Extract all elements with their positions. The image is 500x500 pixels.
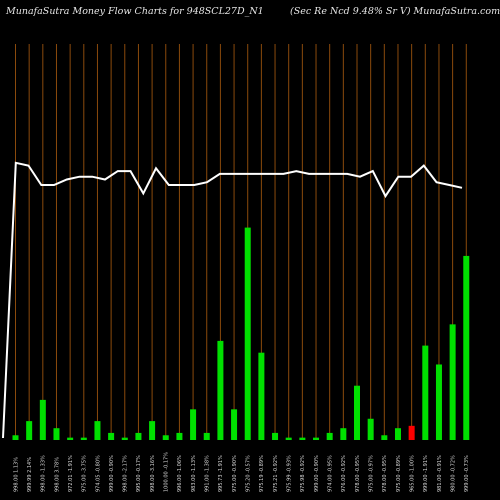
x-tick-label: 995.00 -0.17%	[136, 455, 142, 492]
x-tick-label: 991.00 -1.38%	[205, 455, 211, 492]
x-tick-label: 965.00 -1.00%	[409, 455, 415, 492]
money-flow-bar	[449, 324, 456, 440]
money-flow-bar	[258, 352, 265, 440]
money-flow-bar	[121, 437, 128, 440]
x-tick-label: 972.01 -1.91%	[68, 455, 74, 492]
money-flow-bar	[176, 432, 183, 440]
money-flow-bar	[326, 432, 333, 440]
chart-title: MunafaSutra Money Flow Charts for 948SCL…	[6, 6, 264, 17]
money-flow-bar	[285, 437, 292, 440]
x-tick-label: 975.20 -0.57%	[246, 455, 252, 492]
money-flow-bar	[340, 428, 347, 440]
money-flow-bar	[422, 345, 429, 440]
x-tick-label: 998.00 -3.16%	[150, 455, 156, 492]
money-flow-bar	[367, 418, 374, 440]
x-tick-label: 975.98 -0.92%	[300, 455, 306, 492]
money-flow-bar	[149, 421, 156, 440]
money-flow-bar	[26, 421, 33, 440]
x-tick-label: 998.00 -2.17%	[123, 455, 129, 492]
money-flow-bar	[162, 435, 169, 440]
x-tick-label: 995.73 -1.91%	[218, 455, 224, 492]
money-flow-bar	[244, 227, 251, 440]
x-tick-label: 975.00 -0.97%	[368, 455, 374, 492]
money-flow-bar	[80, 437, 87, 440]
x-tick-label: 999.99 2.14%	[27, 457, 33, 492]
x-tick-label: 981.00 -0.91%	[437, 455, 443, 492]
x-tick-label: 999.00 -0.73%	[464, 455, 470, 492]
money-flow-bar	[354, 385, 360, 440]
money-flow-bar	[217, 340, 224, 440]
money-flow-bar	[108, 432, 115, 440]
x-tick-label: 996.00 -1.06%	[177, 455, 183, 492]
money-flow-bar	[394, 428, 401, 440]
money-flow-bar	[12, 435, 19, 440]
money-flow-bar	[203, 432, 210, 440]
x-tick-label: 978.00 -0.95%	[355, 455, 361, 492]
chart-subtitle: (Sec Re Ncd 9.48% Sr V) MunafaSutra.com	[290, 6, 500, 17]
x-tick-label: 980.00 -0.72%	[450, 455, 456, 492]
money-flow-bar	[94, 421, 101, 440]
x-tick-label: 998.00 -1.33%	[41, 455, 47, 492]
x-tick-label: 983.00 -1.13%	[191, 455, 197, 492]
bars	[12, 227, 470, 440]
x-tick-label: 975.00 -0.89%	[396, 455, 402, 492]
money-flow-bar	[463, 255, 470, 440]
x-tick-label: 974.05 -0.80%	[95, 455, 101, 492]
x-tick-label: 974.00 -0.95%	[327, 455, 333, 492]
x-tick-label: 975.00 -0.90%	[232, 455, 238, 492]
x-tick-label: 978.00 -0.95%	[382, 455, 388, 492]
x-tick-label: 999.00 -1.91%	[423, 455, 429, 492]
money-flow-bar	[313, 437, 320, 440]
money-flow-bar	[67, 437, 74, 440]
x-tick-label: 998.00 3.78%	[54, 457, 60, 492]
money-flow-bar	[381, 435, 388, 440]
x-tick-label: 975.00 -3.75%	[82, 455, 88, 492]
x-tick-labels: 998.00 1.13% 999.99 2.14% 998.00 -1.33% 998…	[13, 452, 470, 492]
x-tick-label: 975.19 -0.89%	[259, 455, 265, 492]
money-flow-bar	[408, 425, 415, 440]
x-tick-label: 1000.00 -0.17%	[164, 452, 170, 492]
x-tick-label: 976.00 -0.92%	[341, 455, 347, 492]
x-tick-label: 999.00 -0.90%	[314, 455, 320, 492]
money-flow-bar	[272, 432, 279, 440]
gridlines	[15, 44, 467, 440]
x-tick-label: 998.00 1.13%	[13, 457, 19, 492]
money-flow-bar	[190, 409, 197, 440]
money-flow-bar	[135, 432, 142, 440]
price-line-series	[2, 161, 463, 439]
money-flow-bar	[231, 409, 238, 440]
money-flow-bar	[435, 364, 442, 440]
money-flow-bar	[39, 399, 46, 440]
x-tick-label: 975.21 -0.92%	[273, 455, 279, 492]
price-line	[2, 161, 463, 439]
x-tick-label: 975.99 -0.93%	[287, 455, 293, 492]
money-flow-bar	[53, 428, 60, 440]
money-flow-bar	[299, 437, 306, 440]
x-tick-label: 999.00 -0.90%	[109, 455, 115, 492]
